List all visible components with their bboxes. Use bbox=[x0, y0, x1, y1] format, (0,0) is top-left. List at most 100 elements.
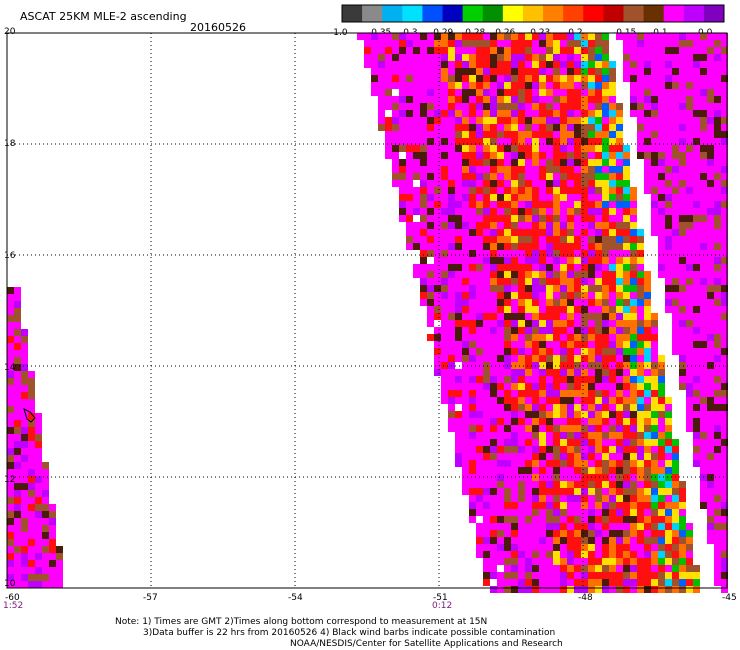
swath-cell bbox=[532, 348, 539, 355]
swath-cell bbox=[665, 145, 672, 152]
swath-cell bbox=[651, 362, 658, 369]
swath-cell bbox=[490, 320, 497, 327]
swath-cell bbox=[546, 271, 553, 278]
swath-cell bbox=[658, 201, 665, 208]
swath-cell bbox=[595, 495, 602, 502]
swath-cell bbox=[700, 243, 707, 250]
swath-cell bbox=[609, 257, 616, 264]
swath-cell bbox=[595, 544, 602, 551]
swath-cell bbox=[532, 334, 539, 341]
swath-cell bbox=[693, 460, 700, 467]
swath-cell bbox=[546, 544, 553, 551]
swath-cell bbox=[609, 355, 616, 362]
swath-cell bbox=[7, 371, 14, 378]
swath-cell bbox=[602, 348, 609, 355]
swath-cell bbox=[532, 327, 539, 334]
swath-cell bbox=[455, 194, 462, 201]
swath-cell bbox=[672, 446, 679, 453]
swath-cell bbox=[567, 145, 574, 152]
swath-cell bbox=[595, 425, 602, 432]
swath-cell bbox=[686, 138, 693, 145]
swath-cell bbox=[560, 467, 567, 474]
swath-cell bbox=[35, 441, 42, 448]
swath-cell bbox=[28, 511, 35, 518]
swath-cell bbox=[518, 68, 525, 75]
swath-cell bbox=[567, 432, 574, 439]
swath-cell bbox=[532, 201, 539, 208]
swath-cell bbox=[546, 320, 553, 327]
swath-cell bbox=[665, 565, 672, 572]
swath-cell bbox=[567, 376, 574, 383]
swath-cell bbox=[630, 243, 637, 250]
swath-cell bbox=[637, 82, 644, 89]
swath-cell bbox=[714, 523, 721, 530]
swath-cell bbox=[497, 152, 504, 159]
swath-cell bbox=[35, 504, 42, 511]
swath-cell bbox=[693, 278, 700, 285]
swath-cell bbox=[595, 82, 602, 89]
swath-cell bbox=[546, 82, 553, 89]
swath-cell bbox=[567, 271, 574, 278]
swath-cell bbox=[686, 117, 693, 124]
swath-cell bbox=[427, 89, 434, 96]
swath-cell bbox=[525, 544, 532, 551]
swath-cell bbox=[546, 229, 553, 236]
swath-cell bbox=[658, 488, 665, 495]
swath-cell bbox=[448, 138, 455, 145]
swath-cell bbox=[560, 565, 567, 572]
swath-cell bbox=[588, 278, 595, 285]
swath-cell bbox=[504, 432, 511, 439]
swath-cell bbox=[623, 390, 630, 397]
swath-cell bbox=[658, 54, 665, 61]
swath-cell bbox=[665, 75, 672, 82]
swath-cell bbox=[469, 516, 476, 523]
swath-cell bbox=[35, 567, 42, 574]
swath-cell bbox=[525, 516, 532, 523]
swath-cell bbox=[567, 439, 574, 446]
swath-cell bbox=[476, 229, 483, 236]
swath-cell bbox=[539, 369, 546, 376]
swath-cell bbox=[455, 271, 462, 278]
swath-cell bbox=[518, 369, 525, 376]
swath-cell bbox=[693, 89, 700, 96]
swath-cell bbox=[609, 278, 616, 285]
swath-cell bbox=[483, 327, 490, 334]
swath-cell bbox=[623, 68, 630, 75]
swath-cell bbox=[714, 285, 721, 292]
swath-cell bbox=[476, 509, 483, 516]
swath-cell bbox=[476, 460, 483, 467]
swath-cell bbox=[483, 530, 490, 537]
swath-cell bbox=[574, 54, 581, 61]
swath-cell bbox=[21, 420, 28, 427]
swath-cell bbox=[644, 558, 651, 565]
swath-cell bbox=[518, 362, 525, 369]
swath-cell bbox=[609, 299, 616, 306]
swath-cell bbox=[441, 131, 448, 138]
swath-cell bbox=[700, 411, 707, 418]
swath-cell bbox=[602, 418, 609, 425]
swath-cell bbox=[616, 523, 623, 530]
swath-cell bbox=[560, 103, 567, 110]
swath-cell bbox=[616, 250, 623, 257]
swath-cell bbox=[672, 33, 679, 40]
swath-cell bbox=[462, 397, 469, 404]
swath-cell bbox=[651, 229, 658, 236]
swath-cell bbox=[497, 502, 504, 509]
swath-cell bbox=[581, 306, 588, 313]
swath-cell bbox=[588, 334, 595, 341]
swath-cell bbox=[644, 376, 651, 383]
swath-cell bbox=[721, 376, 728, 383]
swath-cell bbox=[504, 194, 511, 201]
swath-cell bbox=[609, 376, 616, 383]
swath-cell bbox=[560, 89, 567, 96]
swath-cell bbox=[21, 371, 28, 378]
swath-cell bbox=[546, 390, 553, 397]
swath-cell bbox=[672, 467, 679, 474]
swath-cell bbox=[693, 75, 700, 82]
swath-cell bbox=[441, 187, 448, 194]
swath-cell bbox=[385, 40, 392, 47]
swath-cell bbox=[616, 313, 623, 320]
swath-cell bbox=[700, 425, 707, 432]
swath-cell bbox=[525, 453, 532, 460]
swath-cell bbox=[511, 348, 518, 355]
